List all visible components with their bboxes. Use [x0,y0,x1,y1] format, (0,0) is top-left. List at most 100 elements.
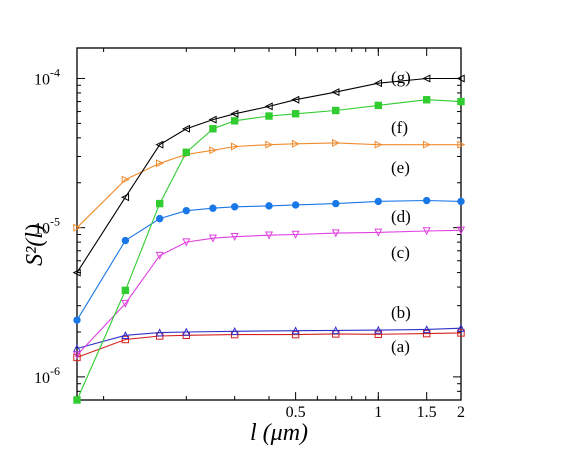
data-point [182,238,191,247]
data-point [230,327,239,336]
series-line [76,77,461,273]
y-tick-exponent: -4 [50,65,60,79]
data-point [291,139,300,148]
y-tick-base: 10 [34,370,50,387]
data-point [73,223,82,232]
series-1 [72,323,466,353]
curve-label: (e) [391,158,410,177]
x-tick-label: 1 [374,404,382,421]
data-point [121,236,130,245]
data-point [374,330,383,338]
data-point [230,142,239,151]
data-point [374,140,383,149]
data-point [121,299,130,308]
series-layer [72,74,466,404]
series-6 [72,74,465,277]
data-point [209,204,217,212]
data-point [422,325,431,334]
data-point [374,197,383,206]
curve-label: (a) [391,337,410,356]
data-point [209,125,217,133]
data-point [265,140,274,149]
data-point [422,96,431,104]
data-point [73,396,81,404]
data-point [230,109,239,118]
data-point [265,112,273,120]
data-point [121,335,130,344]
ticks-layer: 0.5 1 1.5 210-610-510-4 [34,48,465,421]
data-point [456,74,465,83]
data-point [457,97,465,106]
data-point [374,228,383,237]
data-point [72,268,81,277]
labels-layer: (a) (b) (c) (d) (e) (f) (g) [391,68,411,356]
y-tick-label: 10-6 [34,364,60,387]
data-point [291,330,300,339]
data-point [264,102,273,111]
data-point [332,106,340,115]
data-point [374,101,383,110]
data-point [422,196,431,205]
series-line [76,99,462,401]
data-point [331,88,340,97]
data-point [291,326,300,335]
data-point [155,159,165,168]
data-point [230,232,239,242]
data-point [182,327,191,336]
x-tick-label: 1.5 [417,404,437,421]
data-point [155,199,164,208]
data-point [155,214,164,223]
data-point [331,326,340,335]
data-point [456,226,466,235]
series-line [76,229,462,356]
series-line [76,332,462,358]
curve-label: (b) [391,303,411,322]
data-point [121,330,130,339]
series-line [76,142,461,229]
data-point [332,138,341,147]
data-point [331,229,340,238]
x-axis-label: l (μm) [250,420,308,446]
data-point [264,231,274,240]
y-tick-label: 10-4 [34,65,60,88]
series-line [76,199,462,321]
curve-label: (f) [391,118,408,137]
data-point [182,206,191,215]
data-point [208,115,217,124]
series-3 [73,196,465,324]
y-tick-base: 10 [34,71,50,88]
y-tick-label: 10-5 [34,215,60,238]
data-point [155,328,164,337]
data-point [457,197,465,206]
data-point [155,251,164,260]
data-point [291,110,300,118]
y-axis-label: S²(l) [22,224,48,266]
data-point [230,203,239,211]
data-point [456,323,466,332]
data-point [291,95,300,104]
data-point [73,353,81,362]
data-point [209,146,218,155]
series-line [76,327,462,350]
data-point [73,316,81,324]
data-point [72,351,82,360]
curve-label: (c) [391,243,410,262]
data-point [457,329,465,337]
data-point [208,234,217,243]
data-point [457,140,466,149]
data-point [332,199,340,208]
data-point [121,175,130,184]
data-point [422,329,431,338]
data-point [182,148,191,156]
data-point [121,286,130,295]
series-0 [73,329,465,362]
y-tick-exponent: -6 [50,364,60,378]
data-point [373,79,383,88]
data-point [291,201,300,209]
data-point [422,227,431,236]
data-point [155,140,164,149]
data-point [121,193,130,202]
data-point [181,124,191,133]
